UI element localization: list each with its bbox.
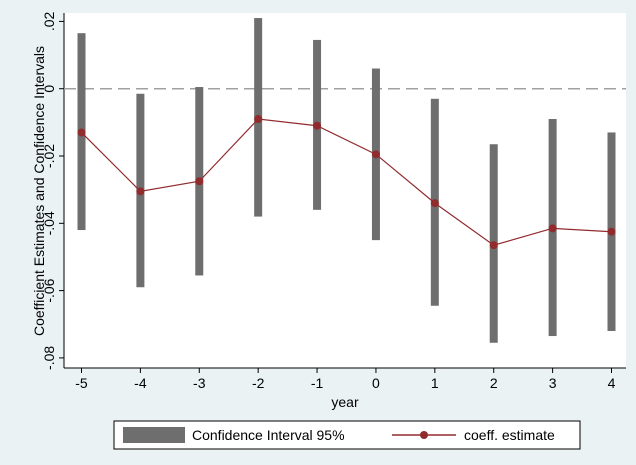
coeff-estimate-point-4 <box>607 227 616 236</box>
y-tick-label: 0 <box>41 85 57 93</box>
y-axis-label: Coefficient Estimates and Confidence Int… <box>31 46 47 336</box>
y-tick-label: -.08 <box>41 346 57 370</box>
legend-ci-label: Confidence Interval 95% <box>192 427 345 443</box>
x-tick-label: 1 <box>431 375 439 391</box>
y-tick-label: -.04 <box>41 211 57 235</box>
x-tick-label: -2 <box>252 375 265 391</box>
coeff-estimate-point--3 <box>195 177 204 186</box>
x-tick-label: 3 <box>549 375 557 391</box>
coeff-estimate-point--4 <box>136 187 145 196</box>
x-tick-label: -3 <box>193 375 206 391</box>
coeff-estimate-point--5 <box>77 128 86 137</box>
legend-estimate-label: coeff. estimate <box>464 427 555 443</box>
legend-ci-swatch <box>123 427 185 443</box>
coeff-estimate-point-2 <box>489 241 498 250</box>
x-tick-label: 0 <box>372 375 380 391</box>
coeff-estimate-point--2 <box>254 114 263 123</box>
y-tick-label: -.06 <box>41 278 57 302</box>
y-axis-ticks: .02 0 -.02 -.04 -.06 -.08 <box>41 11 64 370</box>
x-tick-label: 4 <box>608 375 616 391</box>
coeff-estimate-point-0 <box>371 150 380 159</box>
coeff-estimate-point-1 <box>430 199 439 208</box>
coeff-estimate-point-3 <box>548 224 557 233</box>
y-tick-label: -.02 <box>41 144 57 168</box>
x-tick-label: -5 <box>75 375 88 391</box>
coeff-estimate-polyline <box>81 118 612 246</box>
coeff-estimate-line <box>77 114 616 250</box>
x-tick-label: -4 <box>134 375 147 391</box>
legend: Confidence Interval 95% coeff. estimate <box>113 420 581 450</box>
legend-box <box>113 420 581 450</box>
x-axis-label: year <box>331 394 359 410</box>
x-axis-ticks: -5 -4 -3 -2 -1 0 1 2 3 4 <box>75 368 616 391</box>
y-tick-label: .02 <box>41 11 57 31</box>
x-tick-label: 2 <box>490 375 498 391</box>
x-tick-label: -1 <box>311 375 324 391</box>
legend-estimate-marker <box>420 431 428 439</box>
coeff-estimate-point--1 <box>313 121 322 130</box>
plot-background <box>64 13 626 368</box>
